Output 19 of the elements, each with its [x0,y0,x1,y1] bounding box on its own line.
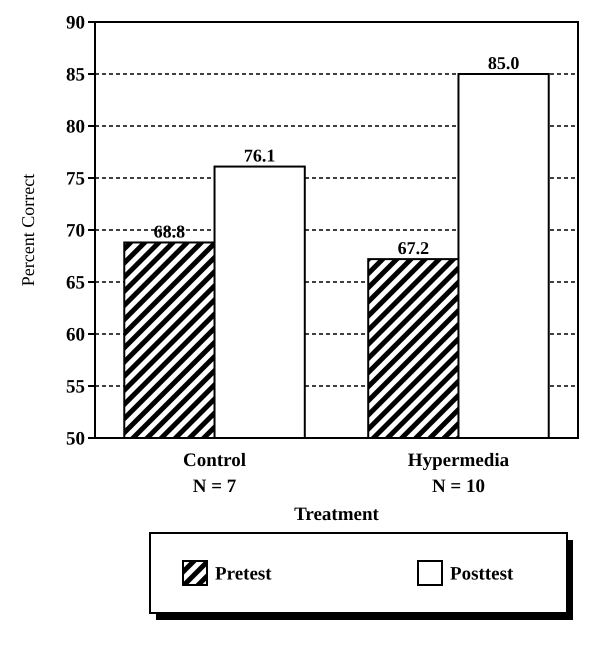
x-tick-label: Control N = 7 [183,450,246,497]
data-label: 76.1 [244,146,276,166]
x-tick-label: Hypermedia N = 10 [408,450,510,497]
legend-label: Pretest [215,564,272,585]
y-tick-label: 70 [66,220,85,242]
y-tick-label: 60 [66,324,85,346]
y-tick-label: 50 [66,428,85,450]
y-tick-label: 55 [66,376,85,398]
y-axis-title: Percent Correct [18,174,38,286]
data-label: 85.0 [488,53,520,73]
data-label: 67.2 [398,238,430,258]
y-tick-label: 75 [66,168,85,190]
x-axis-title: Treatment [294,504,380,525]
y-tick-label: 80 [66,116,85,138]
y-tick-label: 85 [66,64,85,86]
legend-label: Posttest [450,564,514,585]
y-tick-label: 90 [66,12,85,34]
y-tick-label: 65 [66,272,85,294]
data-label: 68.8 [154,221,186,242]
